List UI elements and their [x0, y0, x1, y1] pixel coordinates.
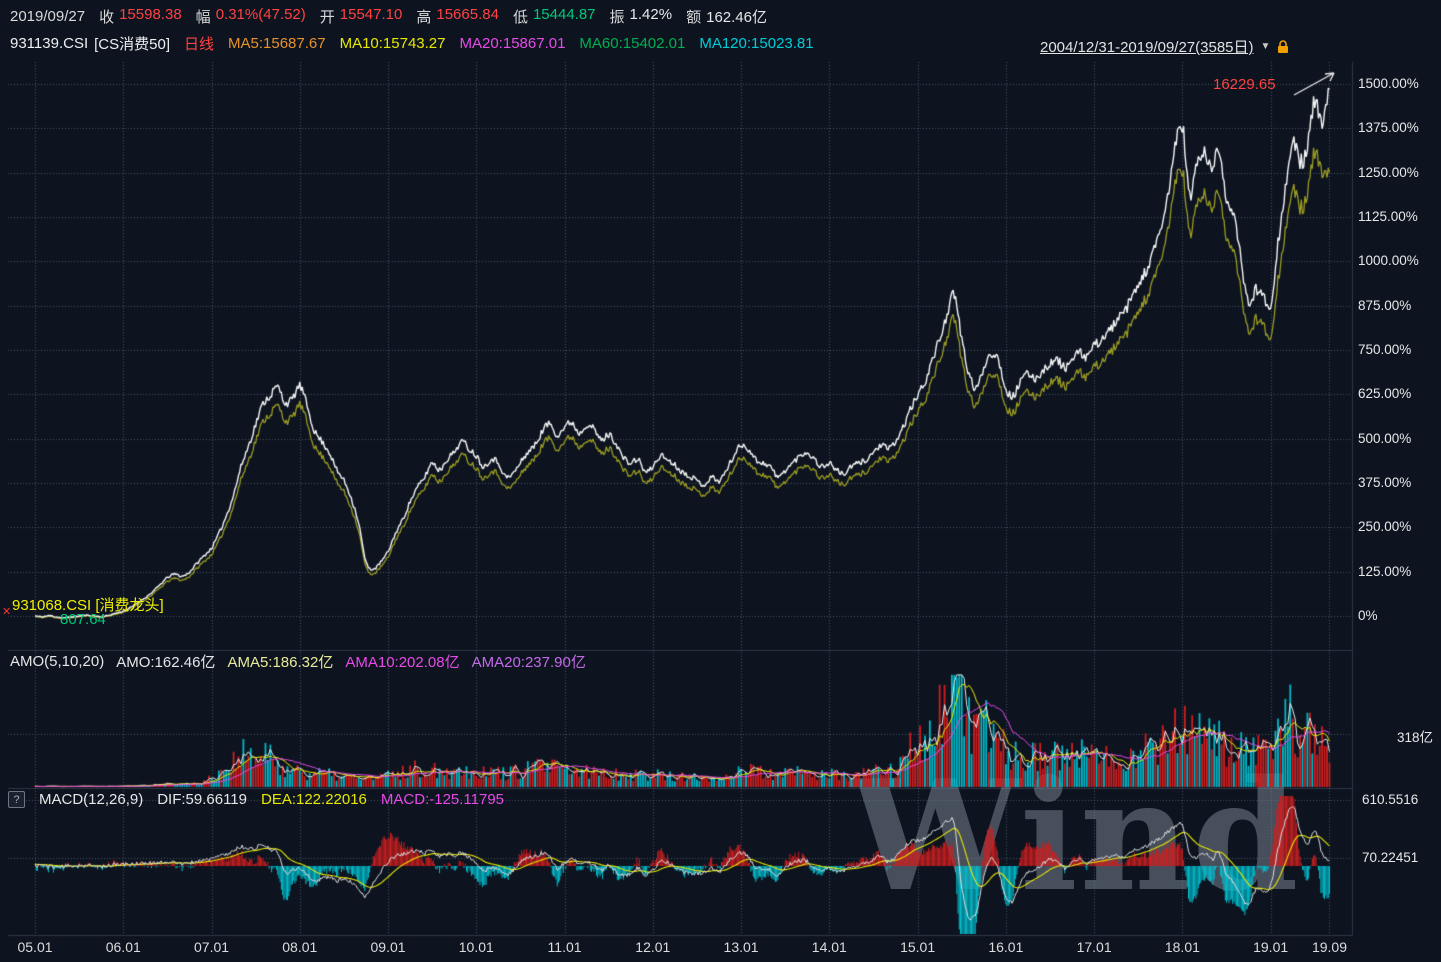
macd-params: MACD(12,26,9) — [39, 791, 144, 808]
ma60-value: MA60:15402.01 — [579, 35, 686, 52]
quote-amplitude: 振 1.42% — [609, 6, 673, 26]
quote-high: 高 15665.84 — [416, 6, 499, 26]
x-axis-tick: 11.01 — [547, 939, 582, 955]
ama10-value: AMA10:202.08亿 — [345, 654, 460, 671]
quote-open: 开 15547.10 — [319, 6, 403, 26]
marker-icon: ✕ — [2, 606, 12, 618]
period-selector[interactable]: 日线 — [183, 36, 214, 53]
y-axis-tick: 750.00% — [1358, 342, 1412, 357]
dea-value: DEA:122.22016 — [260, 791, 367, 808]
macd-axis-tick: 610.5516 — [1362, 792, 1419, 808]
chevron-down-icon[interactable]: ▼ — [1260, 41, 1271, 52]
x-axis-tick: 16.01 — [988, 939, 1024, 955]
x-axis-tick: 13.01 — [723, 939, 759, 955]
y-axis-tick: 500.00% — [1358, 430, 1412, 446]
y-axis-tick: 875.00% — [1358, 297, 1412, 313]
ama5-value: AMA5:186.32亿 — [227, 654, 334, 671]
y-axis-tick: 1125.00% — [1358, 209, 1418, 224]
quote-summary-bar: 2019/09/27 收 15598.38 幅 0.31%(47.52) 开 1… — [10, 6, 767, 27]
macd-axis-tick: 70.22451 — [1362, 850, 1419, 866]
instrument-name: [CS消费50] — [94, 36, 170, 53]
y-axis-tick: 1000.00% — [1358, 253, 1419, 269]
amo-indicator-bar: AMO(5,10,20) AMO:162.46亿 AMA5:186.32亿 AM… — [10, 651, 586, 672]
macd-indicator-bar: ? MACD(12,26,9) DIF:59.66119 DEA:122.220… — [8, 791, 504, 808]
x-axis-tick: 15.01 — [900, 939, 936, 955]
x-axis-tick: 18.01 — [1164, 939, 1200, 955]
x-axis-tick: 09.01 — [370, 939, 406, 955]
x-axis-tick: 12.01 — [635, 939, 671, 955]
last-price-label: 16229.65 — [1213, 76, 1276, 93]
x-axis-tick: 14.01 — [811, 939, 847, 955]
y-axis-tick: 125.00% — [1358, 563, 1412, 579]
y-axis-tick: 375.00% — [1358, 475, 1412, 490]
y-axis-tick: 250.00% — [1358, 519, 1412, 535]
ama20-value: AMA20:237.90亿 — [471, 654, 586, 671]
x-axis-tick: 06.01 — [105, 939, 141, 955]
date-range-text[interactable]: 2004/12/31-2019/09/27(3585日) — [1040, 39, 1254, 56]
instrument-code: 931139.CSI — [10, 35, 89, 52]
x-axis-tick: 07.01 — [193, 939, 230, 955]
y-axis-tick: 625.00% — [1358, 386, 1412, 402]
series2-label: 931068.CSI [消费龙头] — [12, 597, 164, 614]
help-icon[interactable]: ? — [8, 791, 25, 808]
series2-start-value: 807.64 — [60, 611, 106, 628]
ma120-value: MA120:15023.81 — [699, 35, 814, 52]
macd-value: MACD:-125.11795 — [380, 791, 505, 808]
lock-icon[interactable] — [1277, 39, 1289, 54]
ma5-value: MA5:15687.67 — [228, 35, 326, 52]
ma20-value: MA20:15867.01 — [459, 35, 566, 52]
quote-low: 低 15444.87 — [512, 6, 596, 26]
ma10-value: MA10:15743.27 — [339, 35, 446, 52]
x-axis-tick: 17.01 — [1076, 939, 1112, 955]
y-axis-tick: 1500.00% — [1358, 76, 1419, 91]
quote-date: 2019/09/27 — [10, 8, 86, 25]
x-axis-tick: 05.01 — [17, 939, 53, 955]
y-axis-tick: 0% — [1358, 608, 1378, 623]
volume-axis-tick: 318亿 — [1397, 730, 1434, 745]
quote-close: 收 15598.38 — [99, 6, 182, 26]
quote-turnover: 额 162.46亿 — [686, 9, 767, 26]
x-axis-tick: 19.01 — [1253, 939, 1289, 955]
dif-value: DIF:59.66119 — [157, 791, 247, 808]
date-range-selector[interactable]: 2004/12/31-2019/09/27(3585日) ▼ — [1040, 36, 1289, 57]
x-axis-tick: 10.01 — [458, 939, 494, 955]
amo-params: AMO(5,10,20) — [10, 653, 105, 670]
instrument-bar: 931139.CSI [CS消费50] 日线 MA5:15687.67 MA10… — [10, 33, 814, 54]
amo-value: AMO:162.46亿 — [116, 654, 216, 671]
y-axis-tick: 1250.00% — [1358, 164, 1419, 180]
x-axis-tick: 08.01 — [282, 939, 318, 955]
quote-change: 幅 0.31%(47.52) — [195, 6, 306, 26]
y-axis-tick: 1375.00% — [1358, 120, 1419, 136]
x-axis-tick: 19.09 — [1311, 939, 1347, 955]
